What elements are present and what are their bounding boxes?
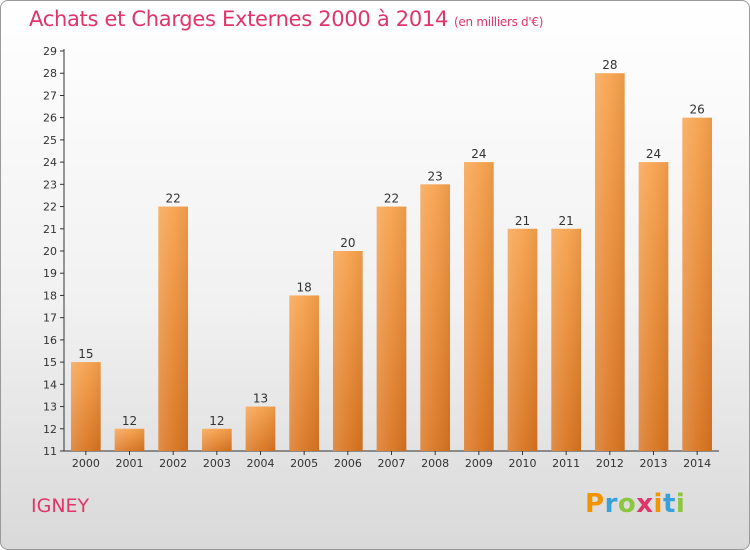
bar-shine-2012 xyxy=(594,73,625,451)
y-tick-label: 23 xyxy=(43,178,57,191)
data-label-2007: 22 xyxy=(384,192,399,206)
x-tick-label-2003: 2003 xyxy=(203,457,231,470)
data-label-2008: 23 xyxy=(428,169,443,183)
x-tick-label-2007: 2007 xyxy=(378,457,406,470)
x-tick-label-2008: 2008 xyxy=(421,457,449,470)
bar-shine-2011 xyxy=(551,228,582,451)
x-tick-label-2001: 2001 xyxy=(116,457,144,470)
y-tick-label: 25 xyxy=(43,134,57,147)
x-tick-label-2013: 2013 xyxy=(640,457,668,470)
x-axis: 2000 2001 2002 2003 2004 2005 2006 2007 2008 2009… xyxy=(64,450,719,470)
logo-letter: i xyxy=(675,489,686,519)
data-label-2012: 28 xyxy=(602,58,617,72)
bar-shine-2008 xyxy=(420,184,451,452)
logo-letter: i xyxy=(653,489,663,519)
y-tick-label: 19 xyxy=(43,267,57,280)
x-tick-label-2002: 2002 xyxy=(159,457,187,470)
proxiti-logo: Proxiti xyxy=(585,489,685,519)
data-label-2002: 22 xyxy=(166,192,181,206)
data-label-2013: 24 xyxy=(646,147,661,161)
y-axis: 11 12 13 14 15 16 17 18 19 20 21 22 23 24 25 26 27 28 29 xyxy=(43,45,65,458)
bar-shine-2004 xyxy=(245,406,276,451)
y-tick-label: 17 xyxy=(43,312,57,325)
chart-unit: (en milliers d'€) xyxy=(454,15,544,29)
x-tick-label-2012: 2012 xyxy=(596,457,624,470)
data-label-2005: 18 xyxy=(297,280,312,294)
bars xyxy=(70,73,713,452)
data-label-2014: 26 xyxy=(690,103,705,117)
bar-shine-2005 xyxy=(289,295,320,451)
data-label-2011: 21 xyxy=(559,214,574,228)
data-label-2001: 12 xyxy=(122,414,137,428)
y-tick-label: 24 xyxy=(43,156,57,169)
y-tick-label: 15 xyxy=(43,356,57,369)
logo-letter: o xyxy=(617,489,637,519)
y-tick-label: 11 xyxy=(43,445,57,458)
data-label-2006: 20 xyxy=(340,236,355,250)
y-tick-label: 12 xyxy=(43,423,57,436)
y-tick-label: 16 xyxy=(43,334,57,347)
x-tick-label-2014: 2014 xyxy=(683,457,711,470)
data-label-2009: 24 xyxy=(471,147,486,161)
y-tick-label: 21 xyxy=(43,223,57,236)
bar-shine-2013 xyxy=(638,162,669,451)
data-label-2000: 15 xyxy=(78,347,93,361)
bar-shine-2003 xyxy=(201,428,232,451)
x-tick-label-2009: 2009 xyxy=(465,457,493,470)
bar-shine-2014 xyxy=(682,117,713,452)
x-tick-label-2000: 2000 xyxy=(72,457,100,470)
y-tick-label: 28 xyxy=(43,67,57,80)
y-tick-label: 20 xyxy=(43,245,57,258)
commune-name: IGNEY xyxy=(31,495,90,517)
data-label-2003: 12 xyxy=(209,414,224,428)
y-tick-label: 14 xyxy=(43,378,57,391)
x-tick-label-2011: 2011 xyxy=(552,457,580,470)
y-tick-label: 26 xyxy=(43,112,57,125)
chart-title-text: Achats et Charges Externes 2000 à 2014 xyxy=(29,7,449,31)
logo-letter: P xyxy=(585,489,605,519)
y-tick-label: 18 xyxy=(43,289,57,302)
data-labels: 15 12 22 12 13 18 20 22 23 24 21 21 28 24 26 xyxy=(78,58,705,428)
y-tick-label: 13 xyxy=(43,401,57,414)
chart-title: Achats et Charges Externes 2000 à 2014 (e… xyxy=(29,7,543,31)
logo-letter: r xyxy=(604,489,618,519)
bar-shine-2001 xyxy=(114,428,145,451)
bar-shine-2009 xyxy=(463,162,494,451)
y-tick-label: 22 xyxy=(43,201,57,214)
bar-shine-2006 xyxy=(332,251,363,451)
data-label-2010: 21 xyxy=(515,214,530,228)
x-tick-label-2006: 2006 xyxy=(334,457,362,470)
y-tick-label: 27 xyxy=(43,89,57,102)
x-tick-label-2004: 2004 xyxy=(247,457,275,470)
bar-shine-2002 xyxy=(158,206,189,451)
bar-shine-2000 xyxy=(70,362,101,451)
logo-letter: x xyxy=(636,489,654,519)
bar-shine-2010 xyxy=(507,228,538,451)
bar-shine-2007 xyxy=(376,206,407,451)
x-tick-label-2010: 2010 xyxy=(509,457,537,470)
data-label-2004: 13 xyxy=(253,392,268,406)
y-tick-label: 29 xyxy=(43,45,57,58)
logo-letter: t xyxy=(662,489,676,519)
x-tick-label-2005: 2005 xyxy=(290,457,318,470)
